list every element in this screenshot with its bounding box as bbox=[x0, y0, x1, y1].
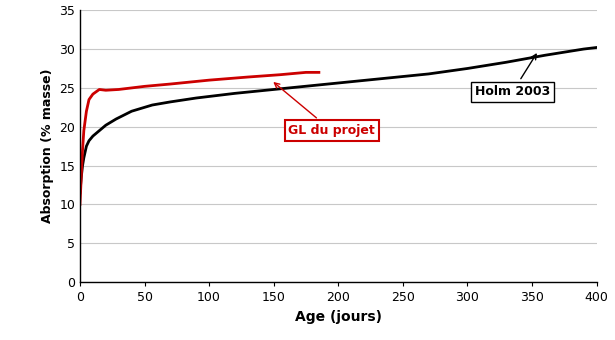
Text: GL du projet: GL du projet bbox=[274, 83, 375, 137]
X-axis label: Age (jours): Age (jours) bbox=[295, 310, 382, 324]
Text: Holm 2003: Holm 2003 bbox=[475, 54, 550, 98]
Y-axis label: Absorption (% masse): Absorption (% masse) bbox=[41, 69, 54, 223]
